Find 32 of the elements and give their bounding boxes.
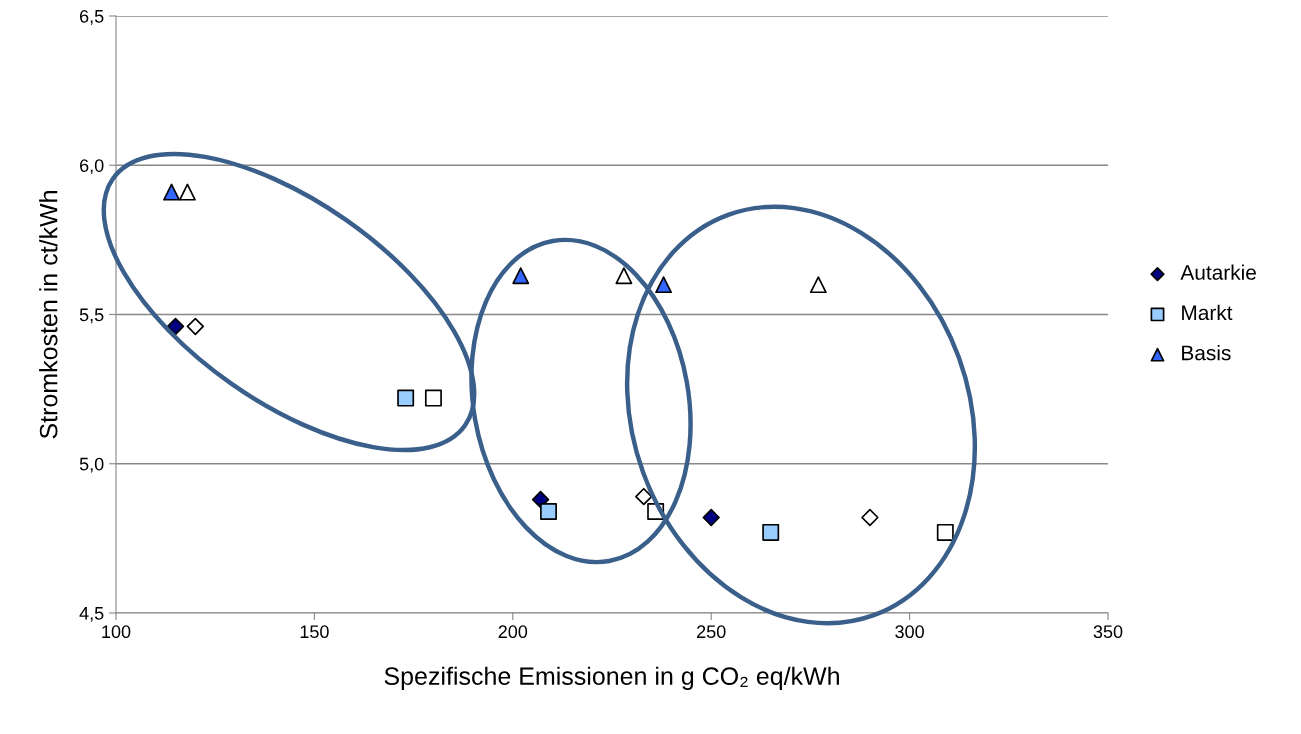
y-tick-label: 5,0 xyxy=(79,457,104,473)
x-tick-label: 150 xyxy=(300,625,329,639)
point xyxy=(178,183,196,201)
y-tick-label: 6,5 xyxy=(80,9,104,25)
legend-label: Autarkie xyxy=(1180,264,1256,280)
point xyxy=(762,523,780,541)
point xyxy=(163,183,181,201)
x-tick-label: 250 xyxy=(697,625,726,639)
y-tick-label: 5,5 xyxy=(79,308,104,324)
y-axis-title: Stromkosten in ct/kWh xyxy=(39,191,58,439)
point xyxy=(424,389,442,407)
point xyxy=(615,267,633,285)
point xyxy=(635,487,653,506)
x-tick-label: 300 xyxy=(895,625,924,639)
legend-label: Basis xyxy=(1182,345,1231,361)
point xyxy=(540,503,557,520)
point xyxy=(186,317,205,336)
point xyxy=(397,389,415,407)
point xyxy=(512,267,530,285)
x-tick-label: 200 xyxy=(498,625,528,639)
legend-label: Markt xyxy=(1182,304,1233,321)
point xyxy=(936,523,954,541)
point xyxy=(166,317,185,336)
point xyxy=(861,508,879,527)
x-tick-label: 350 xyxy=(1093,625,1123,639)
x-axis-title: Spezifische Emissionen in g CO₂ eq/kWh xyxy=(384,666,839,690)
point xyxy=(702,508,720,527)
y-tick-label: 6,0 xyxy=(80,159,104,175)
x-tick-label: 100 xyxy=(102,625,131,639)
point xyxy=(809,276,827,294)
point xyxy=(655,276,673,294)
y-tick-label: 4,5 xyxy=(79,607,104,622)
